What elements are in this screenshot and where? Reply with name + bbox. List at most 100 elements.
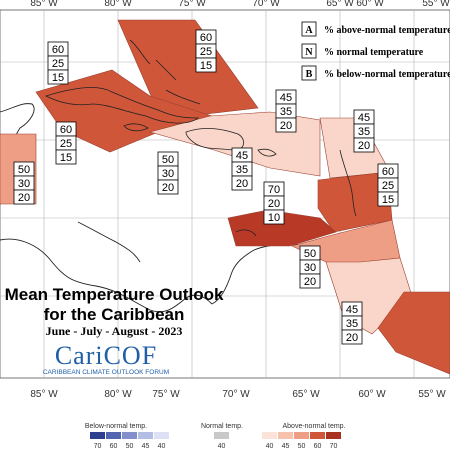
lon-label: 80° W: [104, 389, 132, 400]
scale-swatch-above: [294, 432, 309, 439]
scale-swatch-above: [326, 432, 341, 439]
scale-swatch-above: [262, 432, 277, 439]
probability-normal: 25: [382, 180, 394, 192]
probability-below: 20: [18, 192, 30, 204]
probability-above: 50: [18, 164, 30, 176]
probability-normal: 20: [268, 198, 280, 210]
probability-above: 60: [382, 166, 394, 178]
probability-box: 60 25 15: [377, 163, 399, 207]
probability-normal: 25: [60, 138, 72, 150]
probability-above: 45: [236, 150, 248, 162]
scale-value-below: 60: [110, 443, 118, 450]
probability-box: 45 35 20: [353, 109, 375, 153]
key-box-b: [301, 65, 317, 81]
probability-below: 15: [52, 72, 64, 84]
lon-label: 65° W: [292, 389, 320, 400]
scale-value-above: 70: [330, 443, 338, 450]
probability-below: 20: [358, 140, 370, 152]
probability-box: 50 30 20: [299, 245, 321, 289]
probability-cell: [353, 137, 375, 153]
scale-value-above: 50: [298, 443, 306, 450]
scale-value-normal: 40: [218, 443, 226, 450]
scale-swatch-above: [278, 432, 293, 439]
lon-label: 60° W: [356, 0, 384, 9]
probability-normal: 30: [162, 168, 174, 180]
probability-cell: [231, 175, 253, 191]
probability-above: 60: [52, 44, 64, 56]
probability-labels: 60 25 15 60 25 15 60 25 15 50 30 20 50 30 20 45 35 2…: [13, 29, 399, 345]
lon-label: 65° W: [326, 0, 354, 9]
lon-label: 55° W: [422, 0, 450, 9]
color-scale-legend: Below-normal temp. Normal temp. Above-no…: [85, 423, 346, 450]
probability-above: 45: [358, 112, 370, 124]
lon-label: 55° W: [418, 389, 446, 400]
probability-below: 10: [268, 212, 280, 224]
probability-normal: 35: [280, 106, 292, 118]
probability-box: 60 25 15: [55, 121, 77, 165]
scale-normal-label: Normal temp.: [201, 423, 243, 430]
scale-value-below: 40: [158, 443, 166, 450]
title-line-1: Mean Temperature Outlook: [5, 285, 224, 304]
lon-label: 60° W: [358, 389, 386, 400]
probability-box: 60 25 15: [47, 41, 69, 85]
probability-normal: 30: [304, 262, 316, 274]
probability-above: 70: [268, 184, 280, 196]
probability-below: 15: [200, 60, 212, 72]
title-line-2: for the Caribbean: [44, 305, 185, 324]
key-text-b: % below-normal temperature: [324, 69, 450, 80]
key-letter-a: A: [305, 25, 313, 36]
probability-cell: [377, 191, 399, 207]
key-box-n: [301, 43, 317, 59]
caricof-logo: CariCOF: [55, 341, 157, 370]
probability-cell: [195, 57, 217, 73]
probability-cell: [275, 117, 297, 133]
probability-cell: [55, 149, 77, 165]
scale-value-below: 50: [126, 443, 134, 450]
probability-normal: 35: [236, 164, 248, 176]
probability-cell: [47, 69, 69, 85]
key-letter-b: B: [306, 69, 313, 80]
key-text-n: % normal temperature: [324, 47, 424, 58]
probability-above: 50: [162, 154, 174, 166]
title-block: Mean Temperature Outlook for the Caribbe…: [5, 285, 224, 376]
probability-below: 20: [280, 120, 292, 132]
probability-normal: 35: [346, 318, 358, 330]
scale-value-above: 45: [282, 443, 290, 450]
lon-label: 80° W: [104, 0, 132, 9]
probability-above: 60: [60, 124, 72, 136]
probability-box: 50 30 20: [13, 161, 35, 205]
longitude-labels-bottom: 85° W 80° W 75° W 70° W 65° W 60° W 55° …: [30, 389, 446, 400]
probability-below: 20: [346, 332, 358, 344]
probability-cell: [157, 179, 179, 195]
probability-below: 15: [382, 194, 394, 206]
probability-cell: [263, 209, 285, 225]
scale-swatch-below: [122, 432, 137, 439]
probability-box: 45 35 20: [231, 147, 253, 191]
lon-label: 85° W: [30, 0, 58, 9]
scale-swatch-normal: [214, 432, 229, 439]
probability-normal: 25: [52, 58, 64, 70]
probability-normal: 35: [358, 126, 370, 138]
scale-value-above: 60: [314, 443, 322, 450]
probability-above: 60: [200, 32, 212, 44]
probability-normal: 25: [200, 46, 212, 58]
zone-windward: [317, 171, 393, 233]
probability-above: 45: [346, 304, 358, 316]
probability-box: 45 35 20: [275, 89, 297, 133]
scale-swatch-below: [138, 432, 153, 439]
probability-cell: [341, 329, 363, 345]
lon-label: 85° W: [30, 389, 58, 400]
probability-box: 45 35 20: [341, 301, 363, 345]
scale-swatch-below: [106, 432, 121, 439]
subtitle: June - July - August - 2023: [46, 324, 183, 338]
zone-cuba-east: [117, 19, 259, 116]
scale-value-below: 70: [94, 443, 102, 450]
lon-label: 70° W: [222, 389, 250, 400]
scale-value-above: 40: [266, 443, 274, 450]
scale-value-below: 45: [142, 443, 150, 450]
probability-cell: [13, 189, 35, 205]
scale-swatch-below: [90, 432, 105, 439]
zone-suriname: [377, 291, 450, 375]
